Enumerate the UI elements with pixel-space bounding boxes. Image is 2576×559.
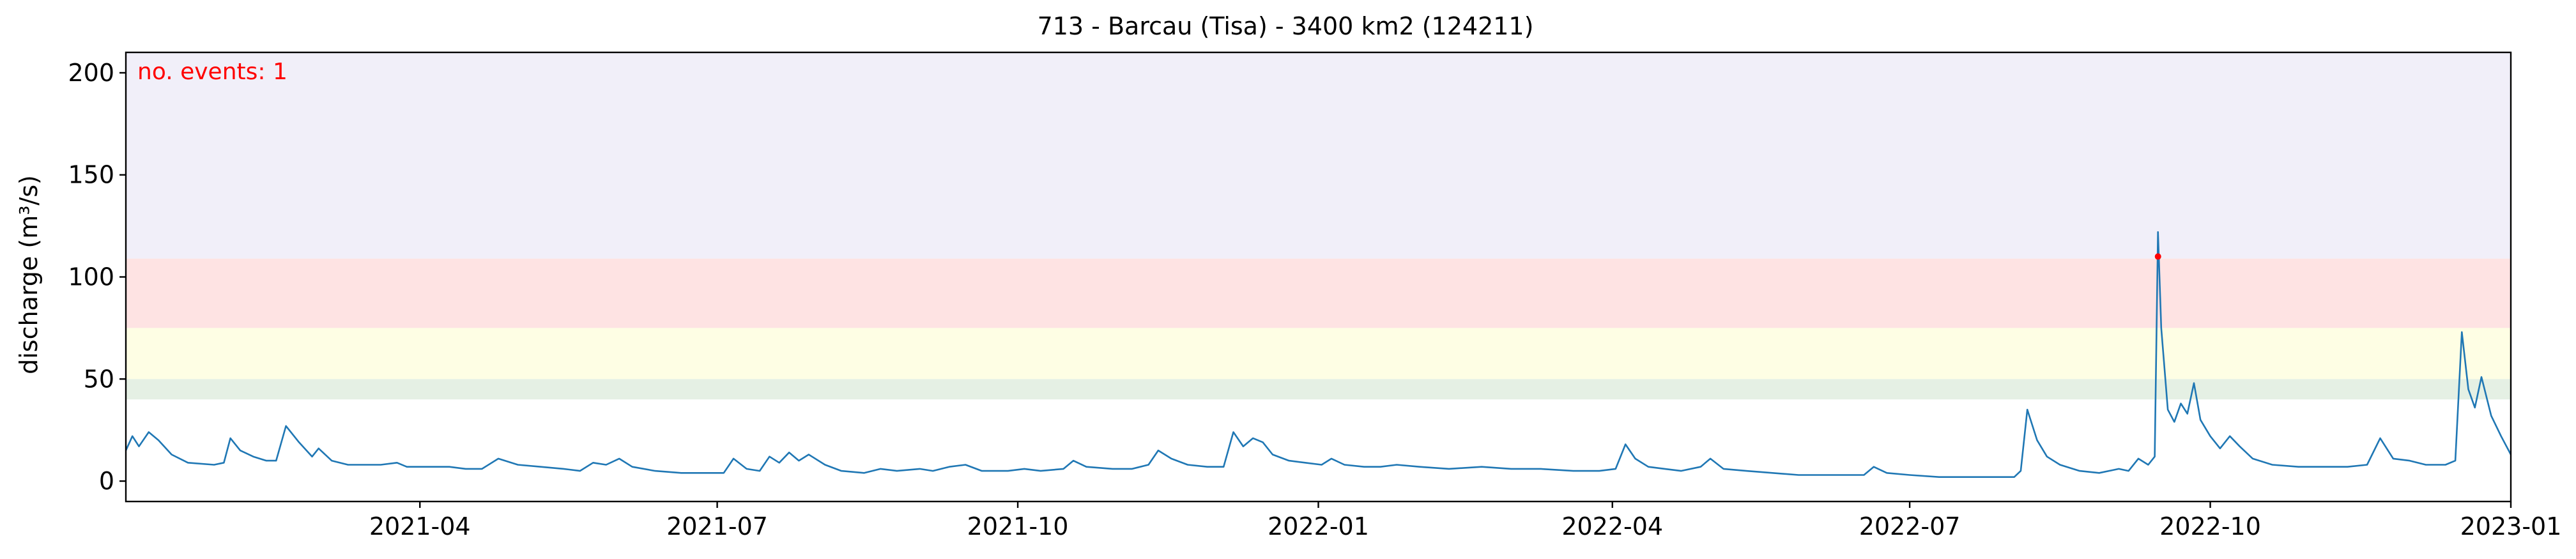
threshold-band-3: [126, 52, 2511, 259]
event-marker-0: [2154, 253, 2161, 260]
event-count-annotation: no. events: 1: [137, 59, 288, 85]
chart-title: 713 - Barcau (Tisa) - 3400 km2 (124211): [1038, 12, 1534, 40]
y-axis-label: discharge (m³/s): [15, 175, 43, 374]
y-tick-label: 50: [84, 365, 114, 393]
x-tick-label: 2022-10: [2159, 512, 2261, 540]
y-tick-label: 100: [68, 263, 114, 291]
threshold-band-1: [126, 328, 2511, 379]
x-tick-label: 2022-04: [1561, 512, 1663, 540]
y-tick-label: 150: [68, 161, 114, 189]
x-tick-label: 2021-07: [666, 512, 768, 540]
threshold-band-2: [126, 258, 2511, 328]
y-tick-label: 0: [99, 467, 114, 495]
x-tick-label: 2021-10: [967, 512, 1069, 540]
y-tick-label: 200: [68, 59, 114, 87]
x-tick-label: 2022-07: [1859, 512, 1961, 540]
x-tick-label: 2023-01: [2460, 512, 2562, 540]
threshold-band-0: [126, 379, 2511, 400]
x-tick-label: 2021-04: [369, 512, 471, 540]
x-tick-label: 2022-01: [1268, 512, 1369, 540]
discharge-series-line-0: [125, 231, 2512, 478]
